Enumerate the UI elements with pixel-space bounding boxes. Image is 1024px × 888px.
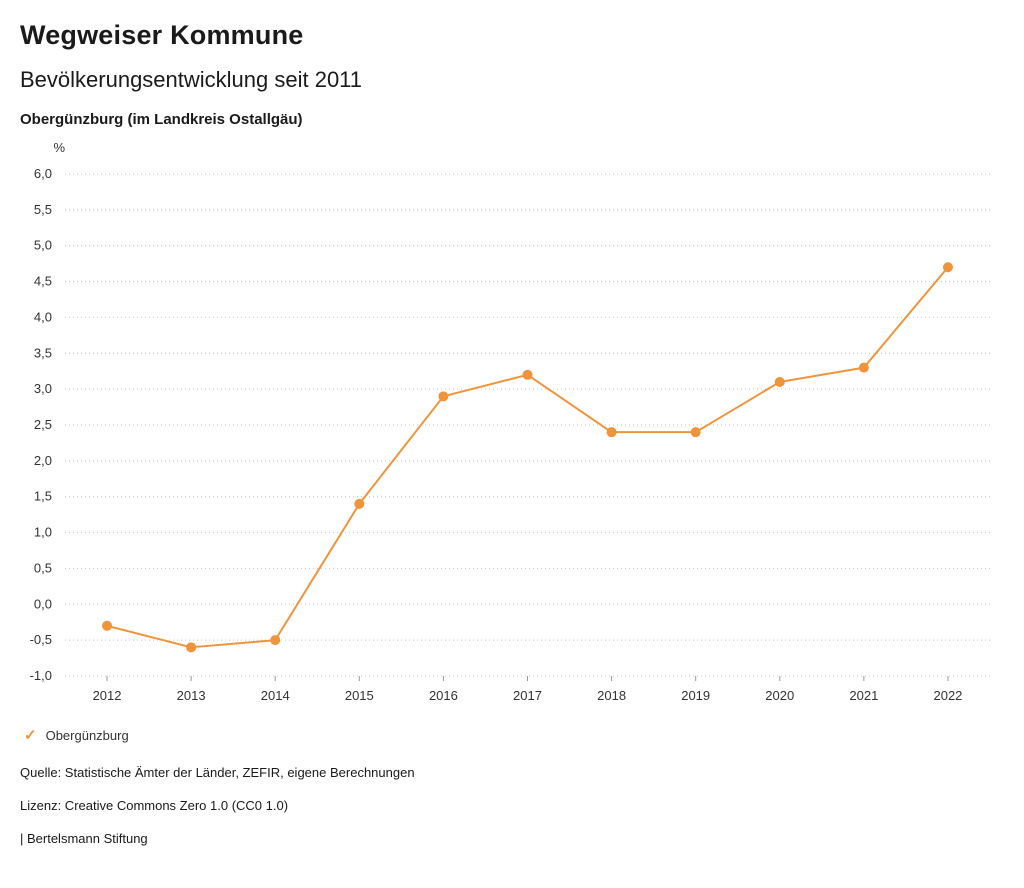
attribution-text: | Bertelsmann Stiftung <box>20 831 148 846</box>
x-axis-tick-label: 2018 <box>597 688 626 703</box>
y-axis-tick-label: 5,0 <box>34 238 52 253</box>
y-axis-tick-label: 4,0 <box>34 309 52 324</box>
y-axis-tick-label: 4,5 <box>34 274 52 289</box>
source-text: Quelle: Statistische Ämter der Länder, Z… <box>20 765 415 780</box>
series-line <box>106 266 949 649</box>
data-point[interactable] <box>438 391 449 402</box>
chart-title: Bevölkerungsentwicklung seit 2011 <box>20 67 363 92</box>
data-point[interactable] <box>606 427 617 438</box>
x-axis-tick-label: 2017 <box>513 688 542 703</box>
y-axis-tick-label: 3,5 <box>34 345 52 360</box>
y-axis-tick-label: 2,0 <box>34 453 52 468</box>
y-axis-tick-label: 1,5 <box>34 489 52 504</box>
chart-legend[interactable]: ✓ Obergünzburg <box>24 728 1004 743</box>
data-point[interactable] <box>102 620 113 631</box>
x-axis-tick-label: 2012 <box>93 688 122 703</box>
chart-subtitle: Obergünzburg (im Landkreis Ostallgäu) <box>20 111 303 128</box>
x-axis-tick-label: 2020 <box>765 688 794 703</box>
x-axis-tick-label: 2021 <box>849 688 878 703</box>
y-axis-tick-label: 5,5 <box>34 202 52 217</box>
y-axis-tick-label: 2,5 <box>34 417 52 432</box>
chart-svg: %6,0 5,5 5,0 4,5 4,0 3,5 3,0 2,5 2,0 1,5 1,0 0,5 0,0… <box>30 140 990 703</box>
y-axis-tick-label: 1,0 <box>34 525 52 540</box>
legend-check-icon: ✓ <box>24 727 37 744</box>
y-axis-tick-label: -0,5 <box>30 632 52 647</box>
chart-footer: Quelle: Statistische Ämter der Länder, Z… <box>20 765 1004 846</box>
x-axis-tick-label: 2022 <box>933 688 962 703</box>
license-text: Lizenz: Creative Commons Zero 1.0 (CC0 1… <box>20 798 289 813</box>
x-axis-tick-label: 2019 <box>681 688 710 703</box>
data-point[interactable] <box>942 262 953 273</box>
data-point[interactable] <box>774 376 785 387</box>
x-axis-tick-label: 2016 <box>429 688 458 703</box>
x-axis-tick-label: 2013 <box>177 688 206 703</box>
data-point[interactable] <box>354 498 365 509</box>
data-point[interactable] <box>858 362 869 373</box>
data-point[interactable] <box>186 642 197 653</box>
legend-label: Obergünzburg <box>45 728 129 743</box>
y-axis-tick-label: 0,5 <box>34 560 52 575</box>
brand-title: Wegweiser Kommune <box>20 20 304 50</box>
x-axis-tick-label: 2014 <box>261 688 290 703</box>
data-point[interactable] <box>522 369 533 380</box>
y-axis-tick-label: 3,0 <box>34 381 52 396</box>
y-axis-tick-label: 6,0 <box>34 166 52 181</box>
data-point[interactable] <box>270 635 281 646</box>
y-axis-tick-label: -1,0 <box>30 668 52 683</box>
x-axis-tick-label: 2015 <box>345 688 374 703</box>
y-axis-tick-label: 0,0 <box>34 596 52 611</box>
y-axis-unit-label: % <box>53 140 65 155</box>
population-line-chart: % 6,0 5,5 5,0 4,5 4,0 3,5 3,0 2,5 2,0 1,5 1,0 0,5 0,0… <box>20 134 1004 714</box>
data-point[interactable] <box>690 427 701 438</box>
